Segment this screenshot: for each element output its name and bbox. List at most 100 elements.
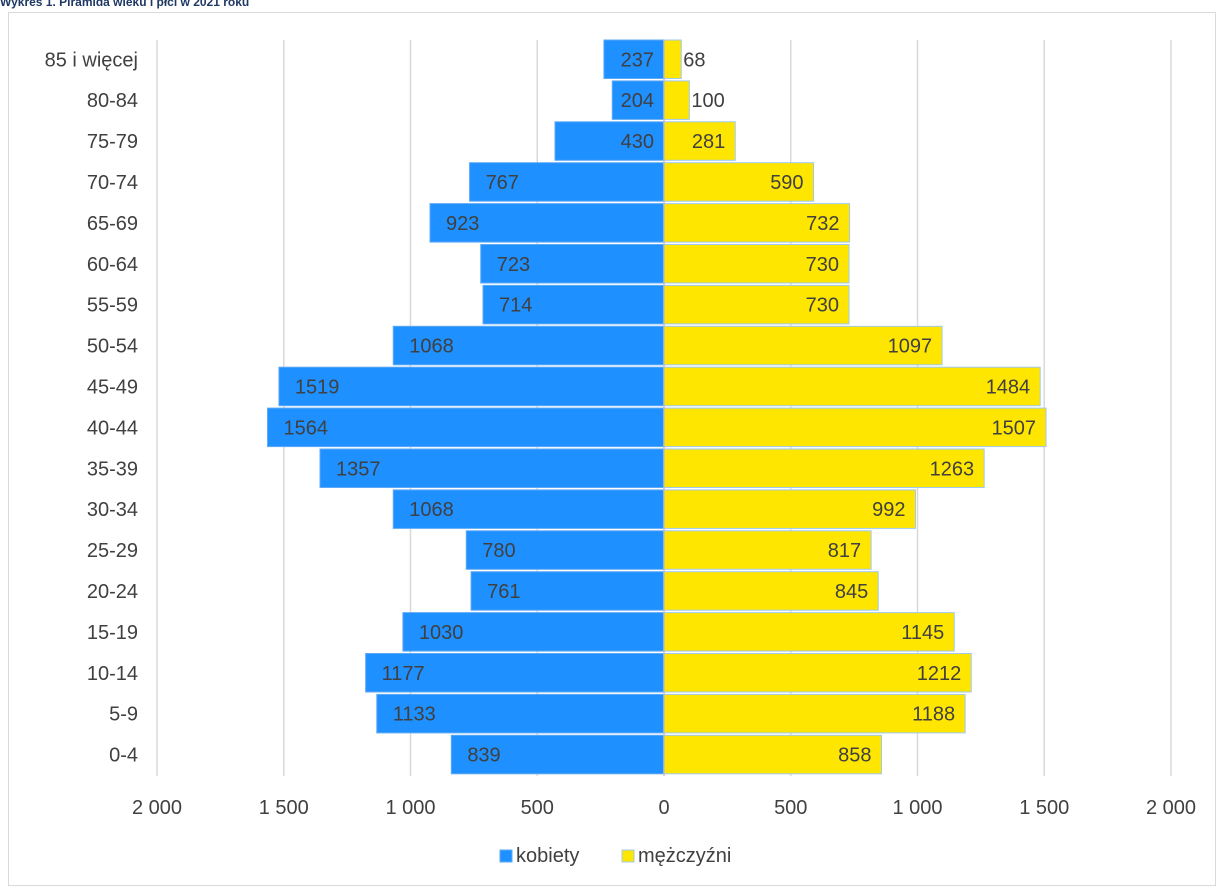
category-label: 80-84 <box>87 90 138 112</box>
category-label: 50-54 <box>87 336 138 358</box>
category-label: 55-59 <box>87 295 138 317</box>
x-tick-label: 1 000 <box>385 797 435 819</box>
bar-mezczyzni <box>663 448 985 488</box>
category-label: 15-19 <box>87 622 138 644</box>
bar-kobiety <box>603 39 665 79</box>
x-tick-label: 2 000 <box>1146 797 1196 819</box>
data-label-kobiety: 1133 <box>393 704 436 726</box>
x-tick-label: 500 <box>774 797 807 819</box>
data-label-kobiety: 780 <box>482 540 515 562</box>
x-tick-label: 1 500 <box>1019 797 1069 819</box>
bar-mezczyzni <box>663 121 736 161</box>
bar-mezczyzni <box>663 162 815 202</box>
category-label: 20-24 <box>87 581 138 603</box>
category-label: 35-39 <box>87 458 138 480</box>
legend-swatch-mezczyzni[interactable] <box>621 849 635 863</box>
category-label: 25-29 <box>87 540 138 562</box>
data-label-kobiety: 204 <box>621 90 654 112</box>
data-label-mezczyzni: 1484 <box>986 376 1031 398</box>
bar-kobiety <box>365 653 665 693</box>
data-label-mezczyzni: 590 <box>770 172 803 194</box>
bar-kobiety <box>450 734 665 775</box>
x-tick-label: 2 000 <box>132 797 182 819</box>
category-label: 10-14 <box>87 663 138 685</box>
data-label-kobiety: 430 <box>621 131 654 153</box>
data-label-mezczyzni: 1145 <box>901 622 944 644</box>
data-label-kobiety: 237 <box>621 49 654 71</box>
data-label-mezczyzni: 1507 <box>992 417 1037 439</box>
bar-kobiety <box>278 366 665 407</box>
category-label: 75-79 <box>87 131 138 153</box>
legend-label-mezczyzni[interactable]: mężczyźni <box>638 845 731 867</box>
data-label-mezczyzni: 845 <box>835 581 868 603</box>
category-label: 70-74 <box>87 172 138 194</box>
data-label-kobiety: 1068 <box>409 336 454 358</box>
data-label-kobiety: 923 <box>446 213 479 235</box>
data-label-kobiety: 1068 <box>409 499 454 521</box>
page-title: Wykres 1. Piramida wieku i płci w 2021 r… <box>0 0 250 9</box>
data-label-mezczyzni: 100 <box>691 90 724 112</box>
category-label: 40-44 <box>87 417 138 439</box>
data-label-kobiety: 1177 <box>382 663 425 685</box>
x-tick-label: 1 500 <box>259 797 309 819</box>
legend-swatch-kobiety[interactable] <box>499 849 513 863</box>
bar-mezczyzni <box>663 612 955 652</box>
x-tick-label: 1 000 <box>892 797 942 819</box>
bar-mezczyzni <box>663 325 943 366</box>
data-label-kobiety: 1030 <box>419 622 464 644</box>
legend-label-kobiety[interactable]: kobiety <box>516 845 579 867</box>
x-tick-label: 0 <box>658 797 669 819</box>
data-label-kobiety: 767 <box>486 172 519 194</box>
data-label-mezczyzni: 732 <box>806 213 839 235</box>
category-label: 45-49 <box>87 376 138 398</box>
bar-kobiety <box>465 530 665 570</box>
data-label-mezczyzni: 817 <box>828 540 861 562</box>
category-label: 30-34 <box>87 499 138 521</box>
data-label-mezczyzni: 1263 <box>930 458 975 480</box>
data-label-kobiety: 714 <box>499 295 532 317</box>
x-tick-labels: 2 000 1 500 1 000 500 0 500 1 000 1 500 2 000 <box>132 797 1196 819</box>
bar-kobiety <box>429 203 665 243</box>
data-label-mezczyzni: 1097 <box>888 336 933 358</box>
bar-kobiety <box>376 693 665 734</box>
data-label-mezczyzni: 281 <box>692 131 725 153</box>
bar-mezczyzni <box>663 653 972 693</box>
bar-mezczyzni <box>663 39 682 79</box>
data-label-mezczyzni: 730 <box>806 254 839 276</box>
bar-mezczyzni <box>663 366 1041 407</box>
bar-kobiety <box>482 284 665 325</box>
data-label-kobiety: 1564 <box>284 417 329 439</box>
bar-mezczyzni <box>663 203 851 243</box>
bar-kobiety <box>392 489 665 529</box>
bar-kobiety <box>480 244 665 284</box>
bar-mezczyzni <box>663 407 1047 448</box>
bar-kobiety <box>470 571 665 611</box>
data-label-mezczyzni: 68 <box>683 49 705 71</box>
bar-kobiety <box>402 612 665 652</box>
data-label-kobiety: 1519 <box>295 376 340 398</box>
bar-mezczyzni <box>663 244 850 284</box>
bar-kobiety <box>267 407 665 448</box>
data-label-kobiety: 723 <box>497 254 530 276</box>
data-label-kobiety: 839 <box>467 745 500 767</box>
bar-mezczyzni <box>663 80 690 120</box>
data-label-mezczyzni: 992 <box>872 499 905 521</box>
data-label-kobiety: 1357 <box>336 458 381 480</box>
category-label: 5-9 <box>109 704 138 726</box>
category-label: 85 i więcej <box>45 49 138 71</box>
x-tick-label: 500 <box>521 797 554 819</box>
bar-mezczyzni <box>663 284 850 325</box>
data-label-kobiety: 761 <box>487 581 520 603</box>
category-label: 65-69 <box>87 213 138 235</box>
data-label-mezczyzni: 730 <box>806 295 839 317</box>
data-label-mezczyzni: 1212 <box>917 663 962 685</box>
bar-mezczyzni <box>663 489 916 529</box>
data-label-mezczyzni: 858 <box>838 745 871 767</box>
bars: 237 68 204 100 430 281 767 590 923 732 723 730 714 73… <box>267 39 1047 776</box>
category-labels: 85 i więcej 80-84 75-79 70-74 65-69 60-64 55-5… <box>45 49 138 766</box>
category-label: 0-4 <box>109 745 138 767</box>
legend[interactable]: kobiety mężczyźni <box>499 845 731 867</box>
bar-kobiety <box>319 448 665 488</box>
bar-kobiety <box>392 325 665 366</box>
